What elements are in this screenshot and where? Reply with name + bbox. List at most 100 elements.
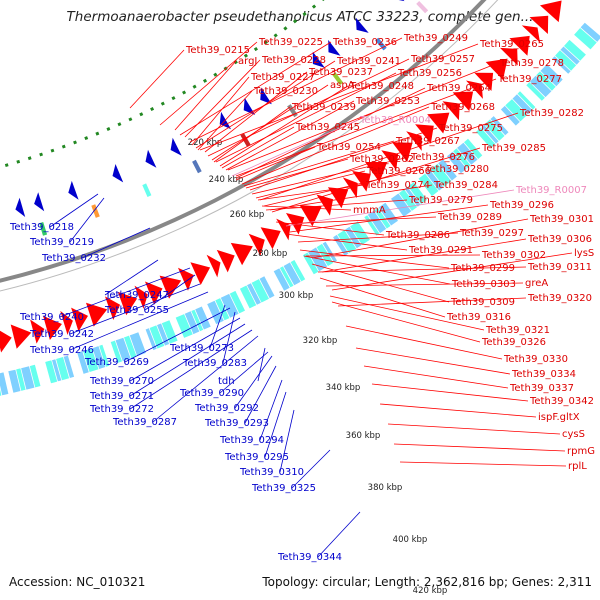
- forward-gene-arrow: [260, 227, 281, 250]
- forward-label-leader: [259, 112, 519, 201]
- kbp-tick-label: 340 kbp: [326, 383, 361, 393]
- reverse-label-leader: [152, 335, 259, 423]
- forward-gene-label: Teth39_0296: [489, 200, 554, 211]
- forward-gene-arrow: [316, 194, 334, 216]
- feature-category-block: [367, 210, 387, 234]
- forward-label-leader: [225, 100, 355, 171]
- feature-category-block: [29, 364, 41, 388]
- forward-gene-label: Teth39_0253: [355, 96, 420, 107]
- reverse-gene-label: Teth39_0272: [89, 404, 154, 415]
- reverse-gene-label: Teth39_0240: [19, 312, 84, 323]
- feature-category-block: [83, 348, 99, 372]
- feature-category-block: [129, 332, 146, 357]
- forward-gene-label: cysS: [562, 429, 585, 440]
- reverse-label-leader: [69, 197, 105, 243]
- kbp-tick-label: 260 kbp: [230, 210, 265, 220]
- forward-gene-label: aspA: [330, 80, 355, 91]
- forward-gene-label: Teth39_0215: [185, 45, 250, 56]
- feature-category-block: [175, 314, 193, 338]
- feature-category-block: [283, 262, 301, 286]
- feature-category-block: [215, 298, 230, 321]
- reverse-label-leader: [264, 391, 287, 458]
- feature-category-block: [540, 64, 563, 87]
- kbp-tick-label: 220 kbp: [188, 138, 223, 148]
- feature-category-block: [560, 46, 580, 65]
- forward-label-leader: [275, 221, 385, 236]
- forward-gene-label: Teth39_0245: [295, 122, 360, 133]
- forward-gene-label: Teth39_0284: [433, 180, 498, 191]
- forward-label-leader: [387, 423, 561, 435]
- map-title: Thermoanaerobacter pseudethanolicus ATCC…: [66, 9, 534, 25]
- feature-category-block: [564, 39, 586, 61]
- forward-label-leader: [227, 62, 499, 171]
- feature-category-block: [8, 369, 21, 393]
- forward-label-leader: [329, 295, 485, 331]
- forward-gene-label: Teth39_0342: [529, 396, 594, 407]
- forward-gene-label: rplL: [568, 461, 587, 472]
- reverse-label-leader: [244, 365, 277, 424]
- forward-gene-label: Teth39_0256: [397, 68, 462, 79]
- forward-gene-arrow: [134, 285, 148, 309]
- reverse-gene-arrow: [328, 39, 341, 56]
- forward-label-leader: [379, 403, 537, 418]
- forward-gene-arrow: [190, 262, 211, 285]
- forward-gene-label: lysS: [574, 248, 594, 259]
- forward-label-leader: [393, 443, 566, 452]
- forward-gene-label: Teth39_0275: [438, 123, 503, 134]
- rna-gene-label: Teth39_R0004: [359, 115, 431, 126]
- forward-label-leader: [345, 325, 503, 360]
- reverse-gene-arrow: [145, 149, 157, 168]
- forward-gene-label: Teth39_0228: [261, 55, 326, 66]
- forward-gene-label: Teth39_0302: [481, 250, 546, 261]
- feature-category-block: [308, 247, 328, 272]
- forward-gene-label: Teth39_0320: [527, 293, 592, 304]
- reverse-gene-label: Teth39_0295: [224, 452, 289, 463]
- feature-category-block: [526, 82, 545, 101]
- feature-category-block: [191, 309, 204, 332]
- reverse-label-leader: [69, 283, 201, 335]
- forward-gene-label: Teth39_0311: [527, 262, 592, 273]
- forward-label-leader: [174, 60, 237, 131]
- feature-category-block: [16, 368, 26, 391]
- reverse-label-leader: [219, 351, 269, 394]
- forward-gene-label: Teth39_0330: [503, 354, 568, 365]
- forward-gene-label: Teth39_0236: [332, 37, 397, 48]
- forward-label-leader: [241, 106, 430, 185]
- reverse-gene-label: Teth39_0287: [112, 417, 177, 428]
- forward-gene-arrow: [521, 25, 540, 43]
- reverse-feature-block: [192, 159, 202, 174]
- forward-label-leader: [303, 255, 451, 285]
- reverse-label-leader: [104, 259, 159, 296]
- feature-category-block: [229, 290, 245, 314]
- forward-gene-label: Teth39_0266: [366, 166, 431, 177]
- feature-category-block: [45, 360, 58, 384]
- kbp-tick-label: 240 kbp: [209, 175, 244, 185]
- forward-label-leader: [363, 365, 509, 389]
- feature-category-block: [115, 337, 131, 362]
- reverse-gene-arrow: [260, 87, 272, 105]
- forward-gene-label: ispF.gltX: [538, 412, 580, 423]
- forward-gene-arrow: [442, 101, 460, 121]
- forward-label-leader: [179, 41, 332, 136]
- feature-category-block: [99, 344, 110, 367]
- reverse-label-leader: [234, 355, 273, 409]
- forward-gene-label: Teth39_0303: [451, 279, 516, 290]
- forward-label-leader: [129, 49, 185, 109]
- forward-gene-arrow: [327, 187, 349, 209]
- reverse-gene-label: Teth39_0232: [41, 253, 106, 264]
- forward-gene-label: Teth39_0257: [410, 54, 475, 65]
- feature-category-block: [0, 389, 2, 396]
- forward-label-leader: [235, 87, 426, 179]
- forward-gene-label: Teth39_0334: [511, 369, 576, 380]
- forward-gene-label: Teth39_0279: [408, 195, 473, 206]
- feature-category-block: [279, 266, 294, 288]
- reverse-feature-block: [332, 72, 344, 86]
- reverse-label-leader: [144, 274, 196, 311]
- forward-label-leader: [299, 249, 450, 269]
- kbp-tick-label: 280 kbp: [253, 249, 288, 259]
- forward-gene-arrow: [427, 112, 450, 134]
- reverse-label-leader: [222, 311, 236, 364]
- reverse-gene-label: Teth39_0292: [194, 403, 259, 414]
- forward-label-leader: [355, 347, 511, 375]
- reverse-label-leader: [257, 347, 266, 382]
